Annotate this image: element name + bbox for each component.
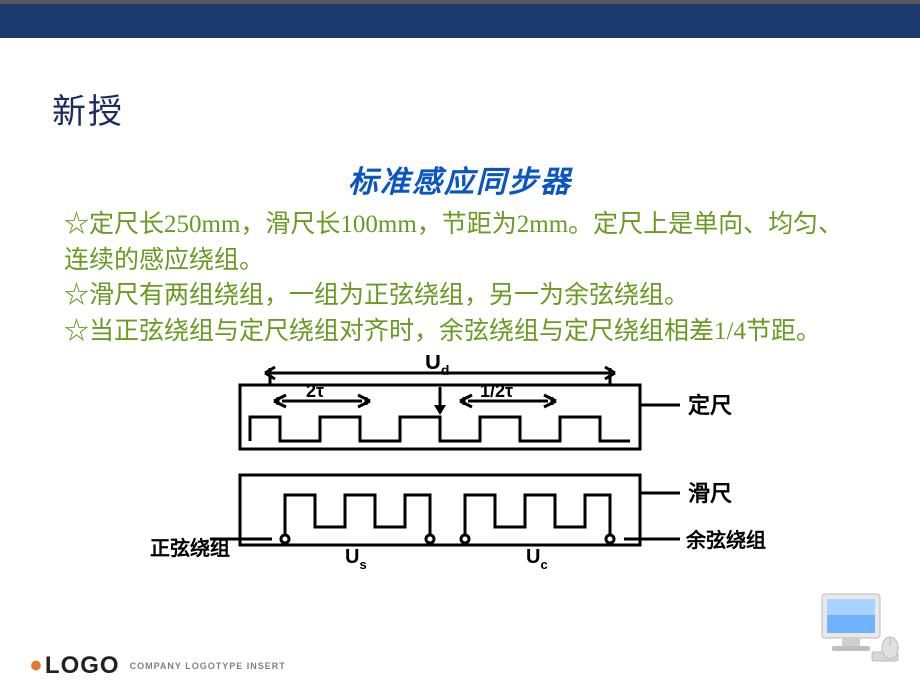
label-half-tau: 1/2τ <box>480 381 513 401</box>
diagram-container: Ud 2τ 1/2τ 定尺 <box>52 355 868 578</box>
paragraph-2: ☆滑尺有两组绕组，一组为正弦绕组，另一为余弦绕组。 <box>64 282 689 309</box>
slide-content: 新授 标准感应同步器 ☆定尺长250mm，滑尺长100mm，节距为2mm。定尺上… <box>0 38 920 578</box>
paragraph-1: ☆定尺长250mm，滑尺长100mm，节距为2mm。定尺上是单向、均匀、连续的感… <box>64 211 843 274</box>
svg-text:Uc: Uc <box>526 546 548 572</box>
footer-tagline: COMPANY LOGOTYPE INSERT <box>130 661 286 671</box>
label-slide-scale: 滑尺 <box>688 481 732 506</box>
center-subtitle: 标准感应同步器 <box>52 157 868 201</box>
label-fixed-scale: 定尺 <box>688 393 732 418</box>
label-ud: U <box>425 355 441 374</box>
body-text: ☆定尺长250mm，滑尺长100mm，节距为2mm。定尺上是单向、均匀、连续的感… <box>52 207 868 349</box>
section-title: 新授 <box>52 84 868 133</box>
logo-mark: • LOGO <box>30 652 120 680</box>
inductosyn-diagram: Ud 2τ 1/2τ 定尺 <box>150 355 770 573</box>
logo-text: LOGO <box>45 652 120 680</box>
top-bar <box>0 4 920 38</box>
label-cosine-winding: 余弦绕组 <box>685 528 766 552</box>
label-us: U <box>345 546 359 568</box>
label-us-sub: s <box>359 557 366 572</box>
svg-text:Us: Us <box>345 546 367 572</box>
label-2tau: 2τ <box>306 381 324 401</box>
paragraph-3: ☆当正弦绕组与定尺绕组对齐时，余弦绕组与定尺绕组相差1/4节距。 <box>64 318 821 345</box>
computer-icon <box>816 590 902 668</box>
label-sine-winding: 正弦绕组 <box>150 536 230 560</box>
label-ud-sub: d <box>441 362 450 378</box>
label-uc: U <box>526 546 540 568</box>
footer: • LOGO COMPANY LOGOTYPE INSERT <box>30 652 286 680</box>
label-uc-sub: c <box>540 557 547 572</box>
svg-text:Ud: Ud <box>425 355 449 378</box>
